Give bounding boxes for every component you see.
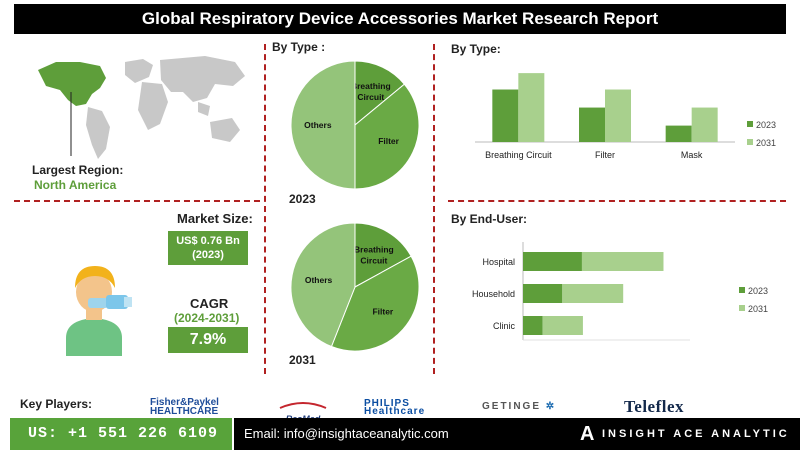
- pie-slice: [290, 222, 356, 348]
- pie-slice-label: Breathing: [351, 81, 391, 91]
- legend-label: 2031: [756, 138, 776, 148]
- player-getinge: GETINGE: [482, 401, 542, 412]
- legend-swatch: [747, 121, 753, 127]
- type-bar-chart: Breathing Circuit Filter Mask 2023 2031: [475, 73, 776, 160]
- bar: [562, 284, 624, 303]
- pie-slice: [290, 60, 356, 190]
- y-tick-label: Household: [472, 289, 515, 299]
- market-size-value: US$ 0.76 Bn: [176, 235, 240, 247]
- legend-label: 2031: [748, 304, 768, 314]
- pie-slice-label: Circuit: [360, 256, 387, 266]
- pie-slice-label: Breathing: [354, 245, 394, 255]
- cagr-period: (2024-2031): [174, 311, 240, 325]
- player-fisher-paykel-logo: Fisher&Paykel HEALTHCARE: [150, 397, 246, 417]
- divider: [264, 44, 266, 374]
- bar: [605, 89, 631, 142]
- legend-label: 2023: [756, 120, 776, 130]
- enduser-section-header: By End-User:: [451, 212, 528, 226]
- y-tick-label: Clinic: [493, 321, 516, 331]
- legend-label: 2023: [748, 286, 768, 296]
- divider: [448, 200, 786, 202]
- page-title: Global Respiratory Device Accessories Ma…: [14, 4, 786, 34]
- bar: [579, 107, 605, 142]
- bar: [542, 316, 583, 335]
- bar-section-header: By Type:: [451, 42, 501, 56]
- pie-slice: [354, 83, 420, 190]
- bar: [523, 284, 563, 303]
- x-tick-label: Mask: [681, 150, 703, 160]
- pie-slice-label: Circuit: [357, 92, 384, 102]
- legend-swatch: [739, 287, 745, 293]
- x-tick-label: Filter: [595, 150, 615, 160]
- bar: [523, 316, 543, 335]
- bar: [691, 107, 718, 142]
- pie-slice: [354, 60, 406, 127]
- contact-bar: Email: info@insightaceanalytic.com A INS…: [234, 418, 800, 450]
- player-philips: PHILIPS Healthcare: [364, 398, 426, 417]
- bar: [492, 89, 519, 142]
- legend-swatch: [739, 305, 745, 311]
- legend-swatch: [747, 139, 753, 145]
- player-teleflex: Teleflex: [624, 397, 685, 416]
- bar: [518, 73, 545, 142]
- cagr-value: 7.9%: [168, 327, 248, 353]
- contact-phone[interactable]: US: +1 551 226 6109: [10, 418, 232, 450]
- player-philips-logo: PHILIPS Healthcare: [364, 398, 454, 417]
- pie-slice-label: Others: [304, 120, 332, 130]
- divider: [433, 44, 435, 374]
- pie-section-header: By Type :: [272, 40, 326, 54]
- pie-year-2023: 2023: [289, 192, 316, 206]
- x-tick-label: Breathing Circuit: [485, 150, 552, 160]
- pie-slice-label: Others: [305, 275, 333, 285]
- north-america-region: [38, 62, 106, 106]
- market-size-label: Market Size:: [177, 211, 253, 226]
- divider: [14, 200, 260, 202]
- contact-email[interactable]: Email: info@insightaceanalytic.com: [244, 426, 449, 441]
- bar: [523, 252, 582, 271]
- pie-slice-label: Filter: [378, 136, 399, 146]
- world-map: [38, 56, 245, 159]
- pie-slice: [330, 255, 420, 352]
- bar: [665, 125, 692, 142]
- y-tick-label: Hospital: [482, 257, 515, 267]
- brand-name: INSIGHT ACE ANALYTIC: [602, 428, 790, 440]
- getinge-star-icon: ✲: [545, 401, 557, 412]
- bar: [581, 252, 664, 271]
- market-size-box: US$ 0.76 Bn (2023): [168, 231, 248, 265]
- pie-year-2031: 2031: [289, 353, 316, 367]
- brand-logo-icon: A: [580, 423, 595, 445]
- largest-region-value: North America: [34, 178, 117, 192]
- largest-region-label: Largest Region:: [32, 163, 124, 177]
- key-players-label: Key Players:: [20, 397, 93, 411]
- player-resmed-logo: ResMed: [278, 396, 328, 424]
- patient-illustration: [66, 266, 132, 356]
- player-fisher-paykel: Fisher&Paykel HEALTHCARE: [150, 397, 219, 417]
- cagr-label: CAGR: [190, 296, 229, 311]
- market-size-year: (2023): [192, 249, 224, 261]
- enduser-bar-chart: Hospital Household Clinic 2023 2031: [472, 242, 768, 341]
- pie-slice-label: Filter: [372, 307, 393, 317]
- player-getinge-logo: GETINGE ✲: [482, 401, 556, 412]
- pie-slice: [354, 222, 412, 288]
